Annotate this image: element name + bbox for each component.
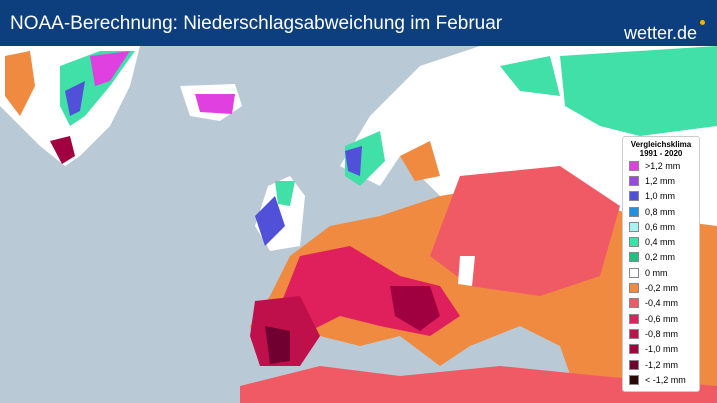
- legend-items: >1,2 mm 1,2 mm 1,0 mm 0,8 mm 0,6 mm 0,4 mm 0,2…: [623, 158, 699, 387]
- region: [5, 51, 35, 116]
- legend-item: -0,4 mm: [623, 296, 699, 311]
- title: NOAA-Berechnung: Niederschlagsabweichung…: [10, 13, 503, 34]
- legend-label: -0,2 mm: [645, 283, 679, 294]
- legend-swatch: [629, 160, 639, 171]
- legend-swatch: [629, 221, 639, 232]
- legend-item: 1,2 mm: [623, 173, 699, 188]
- legend-swatch: [629, 344, 639, 355]
- legend-swatch: [629, 298, 639, 309]
- legend-swatch: [629, 328, 639, 339]
- header: NOAA-Berechnung: Niederschlagsabweichung…: [0, 0, 717, 46]
- legend-swatch: [629, 191, 639, 202]
- legend-item: -0,6 mm: [623, 311, 699, 326]
- region: [195, 94, 235, 114]
- legend-label: 0 mm: [645, 267, 668, 278]
- legend-label: -0,6 mm: [645, 313, 679, 324]
- legend-swatch: [629, 206, 639, 217]
- legend-item: < -1,2 mm: [623, 372, 699, 387]
- legend-title-line: Vergleichsklima: [630, 140, 692, 149]
- legend-swatch: [629, 374, 639, 385]
- legend-item: -1,0 mm: [623, 342, 699, 357]
- land: [458, 256, 475, 286]
- legend-swatch: [629, 359, 639, 370]
- region: [265, 326, 290, 364]
- map: [0, 46, 717, 403]
- region: [240, 366, 717, 403]
- region: [400, 141, 440, 181]
- region: [255, 196, 285, 246]
- legend-label: >1,2 mm: [645, 160, 681, 171]
- legend-item: 0,8 mm: [623, 204, 699, 219]
- legend-swatch: [629, 237, 639, 248]
- legend-title: Vergleichsklima 1991 - 2020: [623, 140, 699, 158]
- legend-label: -0,8 mm: [645, 328, 679, 339]
- legend-item: 0,2 mm: [623, 250, 699, 265]
- region: [560, 46, 717, 136]
- logo: wetter.de: [623, 23, 697, 43]
- region: [390, 286, 440, 331]
- region: [275, 181, 295, 206]
- legend-swatch: [629, 267, 639, 278]
- region: [430, 166, 620, 296]
- legend-item: 0,4 mm: [623, 234, 699, 249]
- region: [50, 136, 75, 164]
- legend-label: 1,2 mm: [645, 175, 676, 186]
- legend-label: 0,8 mm: [645, 206, 676, 217]
- legend-label: 1,0 mm: [645, 191, 676, 202]
- legend-item: >1,2 mm: [623, 158, 699, 173]
- legend-item: 1,0 mm: [623, 189, 699, 204]
- legend-label: 0,6 mm: [645, 221, 676, 232]
- legend-item: -1,2 mm: [623, 357, 699, 372]
- legend-swatch: [629, 175, 639, 186]
- region: [90, 51, 130, 86]
- legend-item: -0,2 mm: [623, 280, 699, 295]
- legend-title-line: 1991 - 2020: [639, 149, 683, 158]
- legend-label: -0,4 mm: [645, 298, 679, 309]
- region: [345, 146, 362, 176]
- region: [500, 56, 560, 96]
- logo-dot: [700, 20, 705, 25]
- legend-item: 0 mm: [623, 265, 699, 280]
- legend-label: -1,2 mm: [645, 359, 679, 370]
- legend: Vergleichsklima 1991 - 2020 >1,2 mm 1,2 m…: [622, 136, 700, 392]
- legend-label: < -1,2 mm: [645, 374, 686, 385]
- legend-label: 0,2 mm: [645, 252, 676, 263]
- legend-item: 0,6 mm: [623, 219, 699, 234]
- legend-swatch: [629, 283, 639, 294]
- legend-label: 0,4 mm: [645, 237, 676, 248]
- region: [65, 81, 85, 116]
- legend-swatch: [629, 313, 639, 324]
- legend-label: -1,0 mm: [645, 344, 679, 355]
- legend-item: -0,8 mm: [623, 326, 699, 341]
- legend-swatch: [629, 252, 639, 263]
